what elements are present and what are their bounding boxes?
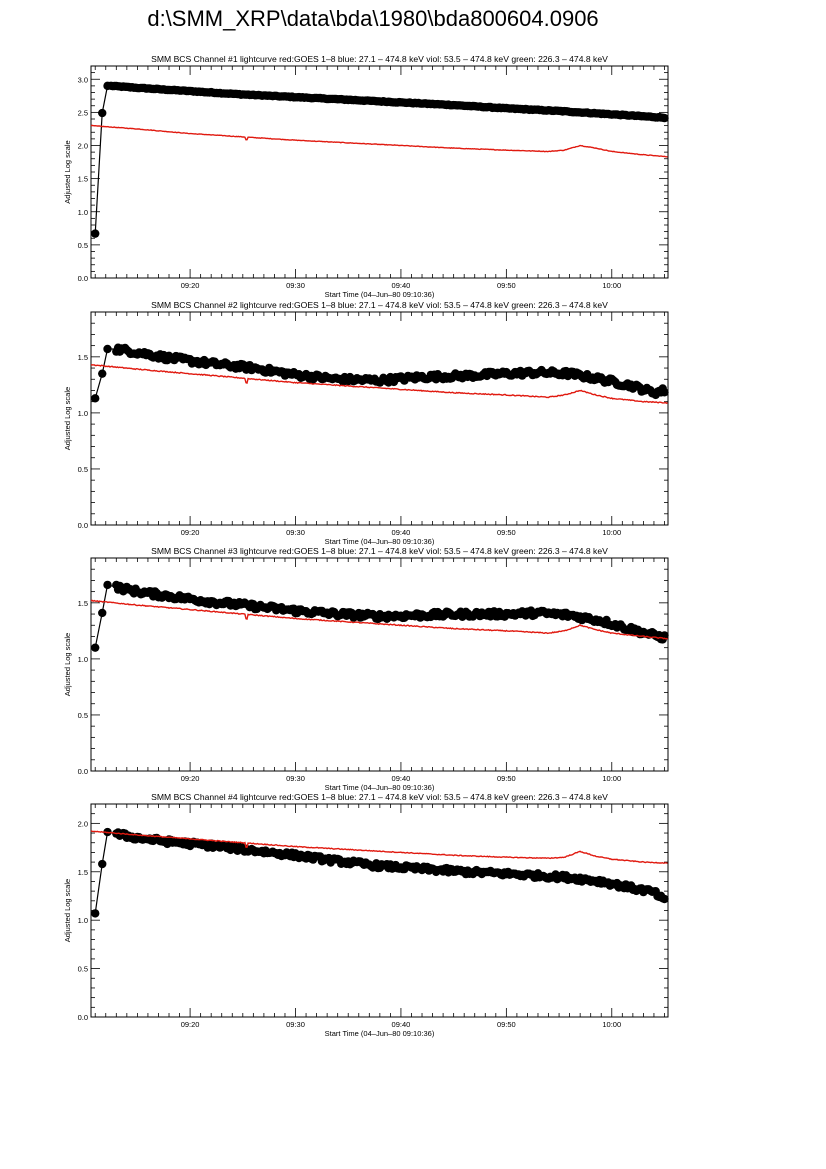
y-tick-label: 2.0 [78, 142, 88, 151]
y-tick-label: 1.5 [78, 175, 88, 184]
chart-title: SMM BCS Channel #4 lightcurve red:GOES 1… [151, 792, 608, 802]
chart-panel-2: SMM BCS Channel #2 lightcurve red:GOES 1… [63, 300, 669, 546]
y-tick-label: 1.5 [78, 868, 88, 877]
series-goes-line [90, 124, 668, 158]
x-tick-label: 10:00 [602, 528, 621, 537]
y-tick-label: 1.0 [78, 409, 88, 418]
chart-panel-1: SMM BCS Channel #1 lightcurve red:GOES 1… [63, 54, 669, 299]
x-tick-label: 10:00 [602, 281, 621, 290]
y-tick-label: 2.5 [78, 108, 88, 117]
data-point [103, 580, 112, 590]
y-axis-label: Adjusted Log scale [63, 633, 72, 696]
y-tick-label: 1.5 [78, 353, 88, 362]
x-tick-label: 09:40 [392, 774, 411, 783]
data-point [91, 643, 100, 652]
plot-frame [90, 557, 669, 772]
y-tick-label: 1.0 [78, 208, 88, 217]
chart-panel-3: SMM BCS Channel #3 lightcurve red:GOES 1… [63, 546, 669, 792]
x-tick-label: 09:40 [392, 528, 411, 537]
data-point [98, 608, 107, 618]
x-axis-label: Start Time (04–Jun–80 09:10:36) [325, 1029, 435, 1038]
x-tick-label: 10:00 [602, 774, 621, 783]
x-tick-label: 09:30 [286, 774, 305, 783]
chart-title: SMM BCS Channel #2 lightcurve red:GOES 1… [151, 300, 608, 310]
x-tick-label: 09:20 [181, 281, 200, 290]
y-axis-label: Adjusted Log scale [63, 387, 72, 450]
x-tick-label: 09:40 [392, 1020, 411, 1029]
data-point [660, 894, 669, 904]
y-tick-label: 0.5 [78, 241, 88, 250]
y-tick-label: 1.5 [78, 599, 88, 608]
y-axis-label: Adjusted Log scale [63, 879, 72, 942]
x-tick-label: 09:20 [181, 1020, 200, 1029]
x-tick-label: 09:30 [286, 281, 305, 290]
data-point [660, 388, 669, 397]
data-point [91, 909, 100, 918]
x-tick-label: 09:50 [497, 774, 516, 783]
y-tick-label: 0.0 [78, 274, 88, 283]
y-tick-label: 0.0 [78, 521, 88, 530]
x-tick-label: 09:50 [497, 528, 516, 537]
data-point [91, 229, 100, 238]
series-goes-line [90, 830, 668, 864]
series-goes-line [90, 599, 668, 640]
y-tick-label: 1.0 [78, 916, 88, 925]
y-tick-label: 0.5 [78, 965, 88, 974]
y-tick-label: 2.0 [78, 819, 88, 828]
plot-frame [90, 311, 669, 526]
chart-title: SMM BCS Channel #1 lightcurve red:GOES 1… [151, 54, 608, 64]
data-point [98, 859, 107, 869]
y-tick-label: 3.0 [78, 75, 88, 84]
y-tick-label: 0.0 [78, 1013, 88, 1022]
data-point [660, 113, 669, 123]
y-tick-label: 0.0 [78, 767, 88, 776]
x-axis-label: Start Time (04–Jun–80 09:10:36) [325, 783, 435, 792]
y-tick-label: 1.0 [78, 655, 88, 664]
y-tick-label: 0.5 [78, 711, 88, 720]
chart-panel-4: SMM BCS Channel #4 lightcurve red:GOES 1… [63, 792, 669, 1038]
x-tick-label: 09:50 [497, 1020, 516, 1029]
chart-title: SMM BCS Channel #3 lightcurve red:GOES 1… [151, 546, 608, 556]
x-tick-label: 09:30 [286, 528, 305, 537]
y-axis-label: Adjusted Log scale [63, 140, 72, 203]
plot-frame [90, 803, 669, 1018]
x-tick-label: 09:20 [181, 774, 200, 783]
x-tick-label: 09:20 [181, 528, 200, 537]
page-title: d:\SMM_XRP\data\bda\1980\bda800604.0906 [147, 6, 599, 31]
y-tick-label: 0.5 [78, 465, 88, 474]
data-point [91, 394, 100, 403]
data-point [98, 369, 107, 378]
x-axis-label: Start Time (04–Jun–80 09:10:36) [325, 290, 435, 299]
x-tick-label: 09:30 [286, 1020, 305, 1029]
x-tick-label: 09:50 [497, 281, 516, 290]
x-axis-label: Start Time (04–Jun–80 09:10:36) [325, 537, 435, 546]
data-point [103, 344, 112, 354]
series-line [94, 85, 665, 234]
x-tick-label: 09:40 [392, 281, 411, 290]
x-tick-label: 10:00 [602, 1020, 621, 1029]
series-goes-line [90, 364, 668, 404]
data-point [98, 108, 107, 118]
